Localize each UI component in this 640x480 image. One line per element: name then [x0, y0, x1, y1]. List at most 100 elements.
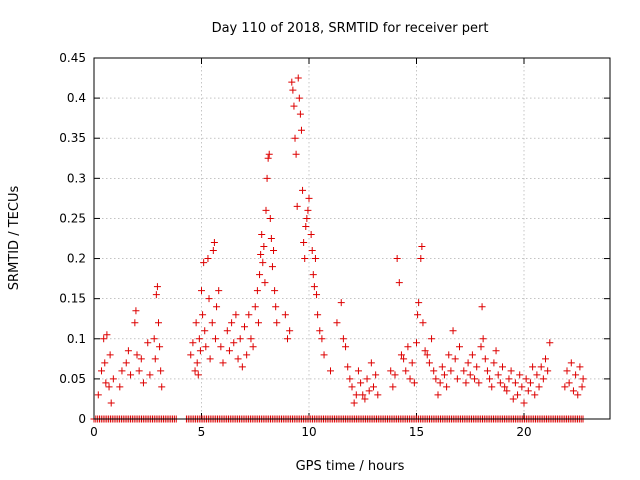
data-point	[535, 383, 543, 391]
data-point	[238, 363, 246, 371]
data-point	[206, 355, 214, 363]
data-point	[200, 259, 208, 267]
data-point	[223, 327, 231, 335]
data-point	[156, 343, 164, 351]
data-point	[524, 387, 532, 395]
data-point	[507, 367, 515, 375]
data-point	[316, 327, 324, 335]
data-point	[309, 271, 317, 279]
data-point	[339, 335, 347, 343]
data-point	[258, 230, 266, 238]
data-point	[471, 375, 479, 383]
data-point	[572, 371, 580, 379]
data-point	[202, 343, 210, 351]
data-point	[344, 363, 352, 371]
chart-title: Day 110 of 2018, SRMTID for receiver per…	[212, 21, 489, 36]
data-point	[464, 359, 472, 367]
data-point	[453, 375, 461, 383]
data-point	[263, 174, 271, 182]
data-point	[499, 363, 506, 371]
data-point	[191, 367, 199, 375]
data-point	[417, 255, 425, 263]
data-point	[194, 371, 202, 379]
data-point	[100, 335, 108, 343]
data-point	[303, 214, 311, 222]
data-point	[466, 371, 474, 379]
data-point	[310, 283, 318, 291]
y-tick-label: 0	[78, 412, 86, 426]
data-point	[478, 303, 486, 311]
data-point	[272, 303, 280, 311]
data-point	[124, 347, 132, 355]
data-point	[314, 311, 322, 319]
data-point	[318, 335, 326, 343]
data-point	[393, 255, 401, 263]
grid-lines	[94, 58, 610, 419]
data-point	[155, 319, 162, 327]
data-point	[205, 295, 213, 303]
data-point	[477, 343, 485, 351]
data-point	[98, 367, 106, 375]
data-point	[546, 339, 554, 347]
data-point	[462, 379, 470, 387]
data-point	[189, 339, 197, 347]
data-point	[213, 303, 221, 311]
y-tick-label: 0.15	[59, 292, 86, 306]
data-point	[304, 206, 312, 214]
data-point	[473, 363, 481, 371]
data-point	[211, 335, 219, 343]
data-point	[537, 363, 545, 371]
data-point	[107, 399, 115, 407]
data-point	[281, 311, 289, 319]
data-point	[372, 371, 380, 379]
data-point	[423, 351, 431, 359]
data-point	[152, 291, 160, 299]
y-tick-label: 0.2	[67, 252, 86, 266]
data-point	[288, 78, 296, 86]
data-point	[109, 375, 117, 383]
data-point	[131, 319, 139, 327]
data-point	[116, 383, 124, 391]
data-point	[195, 335, 203, 343]
data-point	[308, 247, 316, 255]
data-point	[574, 391, 582, 399]
data-point	[307, 230, 315, 238]
data-point	[215, 287, 223, 295]
data-point	[354, 367, 362, 375]
data-point	[266, 214, 274, 222]
data-point	[503, 387, 511, 395]
data-point	[438, 363, 446, 371]
data-point	[494, 371, 502, 379]
y-tick-label: 0.35	[59, 131, 86, 145]
y-axis-title: SRMTID / TECUs	[7, 186, 22, 291]
data-point	[526, 379, 534, 387]
data-point	[135, 367, 143, 375]
data-point	[567, 359, 575, 367]
data-point	[245, 311, 253, 319]
x-tick-label: 15	[409, 425, 424, 439]
data-point	[483, 367, 491, 375]
data-point	[300, 239, 308, 247]
data-point	[289, 86, 297, 94]
data-point	[299, 186, 307, 194]
data-point	[414, 311, 422, 319]
axis-ticks: 0 0.05 0.1 0.15 0.2 0.25 0.3 0.35 0.4 0.45 0 5 10 15 2…	[59, 51, 610, 439]
data-point	[397, 351, 405, 359]
data-point	[127, 371, 135, 379]
data-point	[408, 359, 416, 367]
data-point	[256, 271, 264, 279]
data-point	[122, 359, 130, 367]
data-point	[234, 355, 242, 363]
data-point	[208, 319, 216, 327]
data-point	[389, 383, 397, 391]
data-point	[219, 359, 227, 367]
data-point	[434, 391, 442, 399]
data-point	[137, 355, 145, 363]
data-point	[518, 383, 526, 391]
data-point	[516, 371, 524, 379]
data-point	[139, 379, 147, 387]
data-point	[217, 343, 225, 351]
data-point	[488, 383, 496, 391]
data-point	[267, 235, 275, 242]
data-point	[539, 375, 547, 383]
